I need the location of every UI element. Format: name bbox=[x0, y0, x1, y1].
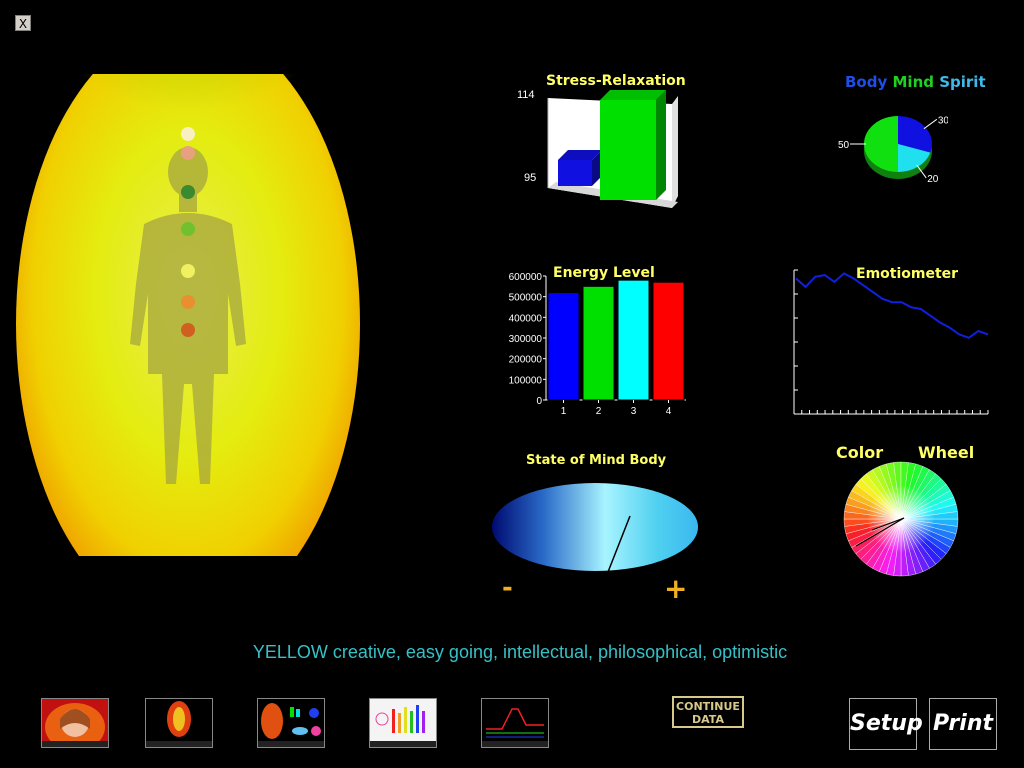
energy-ytick-label: 500000 bbox=[509, 293, 543, 304]
state-title: State of Mind Body bbox=[526, 453, 667, 468]
thumbnail-aura[interactable] bbox=[145, 698, 213, 748]
emotiometer-title: Emotiometer bbox=[856, 266, 959, 282]
continue-label-line1: CONTINUE bbox=[676, 700, 740, 713]
pie-label-50: 50 bbox=[838, 140, 850, 151]
energy-bar-2 bbox=[582, 285, 615, 401]
pie-leader-20 bbox=[916, 164, 927, 179]
stress-bar-top-2 bbox=[600, 90, 666, 100]
wheel-title-left: Color bbox=[836, 443, 884, 462]
stress-tick-bottom: 95 bbox=[524, 172, 537, 184]
pie-leader-30 bbox=[923, 118, 938, 130]
energy-ytick-label: 200000 bbox=[509, 355, 543, 366]
state-needle bbox=[607, 515, 631, 573]
emotiometer-chart bbox=[793, 269, 989, 415]
energy-ytick-label: 100000 bbox=[509, 375, 543, 386]
color-description: YELLOW creative, easy going, intellectua… bbox=[252, 642, 788, 662]
continue-data-button[interactable]: CONTINUE DATA bbox=[672, 696, 744, 728]
energy-title: Energy Level bbox=[553, 265, 655, 281]
thumbnail-aura-charts[interactable] bbox=[257, 698, 325, 748]
stress-bar-2 bbox=[600, 100, 656, 200]
state-gauge bbox=[492, 483, 698, 573]
energy-xtick-label: 3 bbox=[631, 406, 637, 417]
energy-ytick-label: 0 bbox=[536, 396, 542, 407]
energy-bar-3 bbox=[617, 279, 650, 401]
energy-xtick-label: 4 bbox=[666, 406, 672, 417]
stress-title: Stress-Relaxation bbox=[546, 73, 686, 89]
color-wheel bbox=[843, 461, 959, 577]
stress-bar-1 bbox=[558, 159, 592, 186]
stress-chart bbox=[547, 90, 678, 208]
energy-ytick-label: 400000 bbox=[509, 313, 543, 324]
pie-title-spirit: Spirit bbox=[939, 73, 986, 91]
thumbnail-graph[interactable] bbox=[481, 698, 549, 748]
stress-tick-top: 114 bbox=[517, 89, 535, 101]
wheel-needle-1 bbox=[871, 517, 905, 531]
energy-ytick-label: 600000 bbox=[509, 272, 543, 283]
state-minus: - bbox=[502, 573, 513, 603]
wheel-needle-2 bbox=[855, 517, 905, 547]
energy-xtick-label: 1 bbox=[561, 406, 567, 417]
pie-slice-30 bbox=[898, 116, 932, 153]
pie-chart: 30 20 50 bbox=[838, 115, 948, 185]
chakra-points bbox=[181, 127, 195, 337]
energy-chart: 0 100000 200000 300000 400000 500000 600000 1 2… bbox=[509, 272, 686, 417]
energy-xtick-label: 2 bbox=[596, 406, 602, 417]
setup-button[interactable]: Setup bbox=[849, 698, 923, 750]
stress-bar-top-1 bbox=[558, 149, 602, 160]
close-button[interactable]: X bbox=[15, 15, 31, 31]
energy-ytick-label: 300000 bbox=[509, 334, 543, 345]
energy-bar-1 bbox=[547, 292, 580, 401]
pie-title-mind: Mind bbox=[892, 73, 934, 91]
thumbnail-portrait[interactable] bbox=[41, 698, 109, 748]
thumbnail-chakra-report[interactable] bbox=[369, 698, 437, 748]
continue-label-line2: DATA bbox=[692, 713, 724, 726]
pie-label-30: 30 bbox=[938, 115, 948, 126]
pie-title: Body Mind Spirit bbox=[845, 73, 986, 91]
pie-slice-50 bbox=[864, 116, 898, 172]
pie-title-body: Body bbox=[845, 73, 888, 91]
emotiometer-line bbox=[795, 272, 989, 339]
aura-image bbox=[14, 74, 362, 556]
energy-bar-4 bbox=[652, 281, 685, 401]
stress-bar-side-2 bbox=[656, 90, 666, 200]
stress-bar-side-1 bbox=[592, 149, 602, 186]
pie-slice-20 bbox=[898, 144, 931, 172]
state-plus: + bbox=[664, 572, 688, 605]
print-button[interactable]: Print bbox=[929, 698, 997, 750]
pie-label-20: 20 bbox=[927, 174, 939, 185]
wheel-title-right: Wheel bbox=[918, 443, 975, 462]
